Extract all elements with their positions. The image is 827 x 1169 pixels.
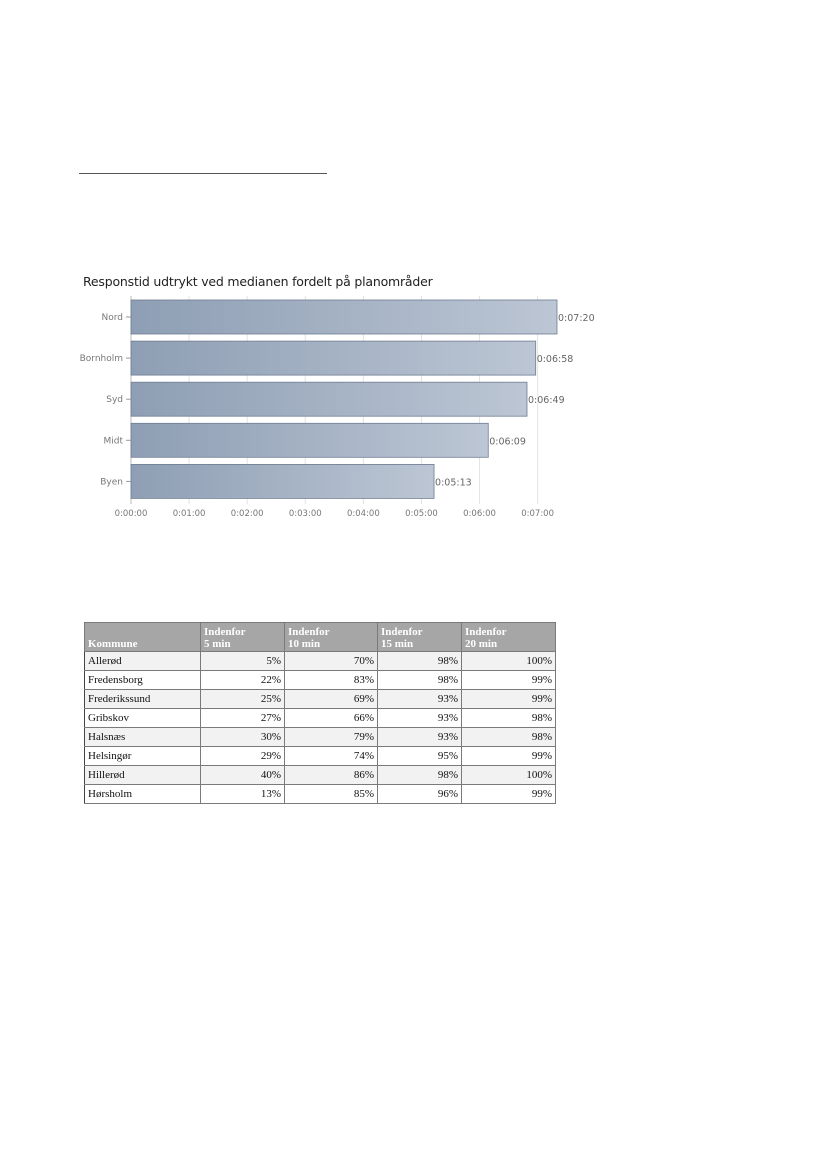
section-rule <box>79 173 327 174</box>
percent-cell: 100% <box>461 765 556 785</box>
column-header: Indenfor 15 min <box>377 622 462 652</box>
column-header: Indenfor 5 min <box>200 622 285 652</box>
x-tick-label: 0:04:00 <box>347 509 380 519</box>
bar-nord <box>130 299 558 335</box>
column-header-text: Indenfor <box>204 626 246 638</box>
table-header-row: Kommune Indenfor 5 min Indenfor 10 min Indenf… <box>84 622 556 652</box>
percent-cell: 85% <box>284 784 378 804</box>
column-header: Indenfor 20 min <box>461 622 556 652</box>
table-row: Fredensborg 22% 83% 98% 99% <box>84 670 556 690</box>
value-label: 0:05:13 <box>435 477 472 488</box>
category-label: Bornholm <box>80 354 123 364</box>
percent-cell: 30% <box>200 727 285 747</box>
x-tick-label: 0:01:00 <box>173 509 206 519</box>
percent-cell: 66% <box>284 708 378 728</box>
value-label: 0:06:49 <box>528 395 565 406</box>
percent-cell: 86% <box>284 765 378 785</box>
percent-cell: 99% <box>461 689 556 709</box>
municipality-cell: Fredensborg <box>84 670 201 690</box>
municipality-cell: Frederikssund <box>84 689 201 709</box>
category-label: Midt <box>103 436 123 446</box>
percent-cell: 70% <box>284 651 378 671</box>
municipality-cell: Allerød <box>84 651 201 671</box>
percent-cell: 79% <box>284 727 378 747</box>
column-header-text: 15 min <box>381 638 414 650</box>
municipality-cell: Gribskov <box>84 708 201 728</box>
percent-cell: 93% <box>377 708 462 728</box>
value-label: 0:07:20 <box>558 313 595 324</box>
chart-title: Responstid udtrykt ved medianen fordelt … <box>83 274 433 289</box>
percent-cell: 69% <box>284 689 378 709</box>
table-row: Halsnæs 30% 79% 93% 98% <box>84 727 556 747</box>
percent-cell: 98% <box>377 670 462 690</box>
column-header-text: Indenfor <box>465 626 507 638</box>
percent-cell: 93% <box>377 727 462 747</box>
table-row: Helsingør 29% 74% 95% 99% <box>84 746 556 766</box>
bar-syd <box>130 381 528 417</box>
percent-cell: 25% <box>200 689 285 709</box>
response-table: Kommune Indenfor 5 min Indenfor 10 min Indenf… <box>84 622 556 804</box>
value-label: 0:06:09 <box>489 436 526 447</box>
percent-cell: 13% <box>200 784 285 804</box>
percent-cell: 93% <box>377 689 462 709</box>
bar-byen <box>130 463 435 499</box>
column-header: Indenfor 10 min <box>284 622 378 652</box>
x-tick-label: 0:02:00 <box>231 509 264 519</box>
category-label: Nord <box>102 313 124 323</box>
category-label: Syd <box>106 395 123 405</box>
municipality-cell: Hillerød <box>84 765 201 785</box>
percent-cell: 95% <box>377 746 462 766</box>
percent-cell: 99% <box>461 670 556 690</box>
table-row: Allerød 5% 70% 98% 100% <box>84 651 556 671</box>
percent-cell: 83% <box>284 670 378 690</box>
percent-cell: 27% <box>200 708 285 728</box>
x-tick-label: 0:00:00 <box>115 509 148 519</box>
percent-cell: 29% <box>200 746 285 766</box>
percent-cell: 96% <box>377 784 462 804</box>
table-row: Gribskov 27% 66% 93% 98% <box>84 708 556 728</box>
x-tick-label: 0:05:00 <box>405 509 438 519</box>
category-label: Byen <box>100 477 123 487</box>
percent-cell: 100% <box>461 651 556 671</box>
table-row: Hørsholm 13% 85% 96% 99% <box>84 784 556 804</box>
x-tick-label: 0:07:00 <box>521 509 554 519</box>
x-tick-label: 0:03:00 <box>289 509 322 519</box>
value-label: 0:06:58 <box>537 354 574 365</box>
percent-cell: 22% <box>200 670 285 690</box>
municipality-cell: Halsnæs <box>84 727 201 747</box>
municipality-cell: Helsingør <box>84 746 201 766</box>
percent-cell: 40% <box>200 765 285 785</box>
column-header-text: Kommune <box>88 638 138 650</box>
percent-cell: 98% <box>377 765 462 785</box>
municipality-cell: Hørsholm <box>84 784 201 804</box>
percent-cell: 98% <box>377 651 462 671</box>
bar-midt <box>130 422 489 458</box>
percent-cell: 99% <box>461 746 556 766</box>
column-header-text: 10 min <box>288 638 321 650</box>
percent-cell: 98% <box>461 727 556 747</box>
bar-bornholm <box>130 340 537 376</box>
column-header-text: 5 min <box>204 638 231 650</box>
table-row: Hillerød 40% 86% 98% 100% <box>84 765 556 785</box>
column-header: Kommune <box>84 622 201 652</box>
x-tick-label: 0:06:00 <box>463 509 496 519</box>
table-row: Frederikssund 25% 69% 93% 99% <box>84 689 556 709</box>
percent-cell: 74% <box>284 746 378 766</box>
column-header-text: 20 min <box>465 638 498 650</box>
percent-cell: 98% <box>461 708 556 728</box>
percent-cell: 5% <box>200 651 285 671</box>
column-header-text: Indenfor <box>288 626 330 638</box>
percent-cell: 99% <box>461 784 556 804</box>
column-header-text: Indenfor <box>381 626 423 638</box>
